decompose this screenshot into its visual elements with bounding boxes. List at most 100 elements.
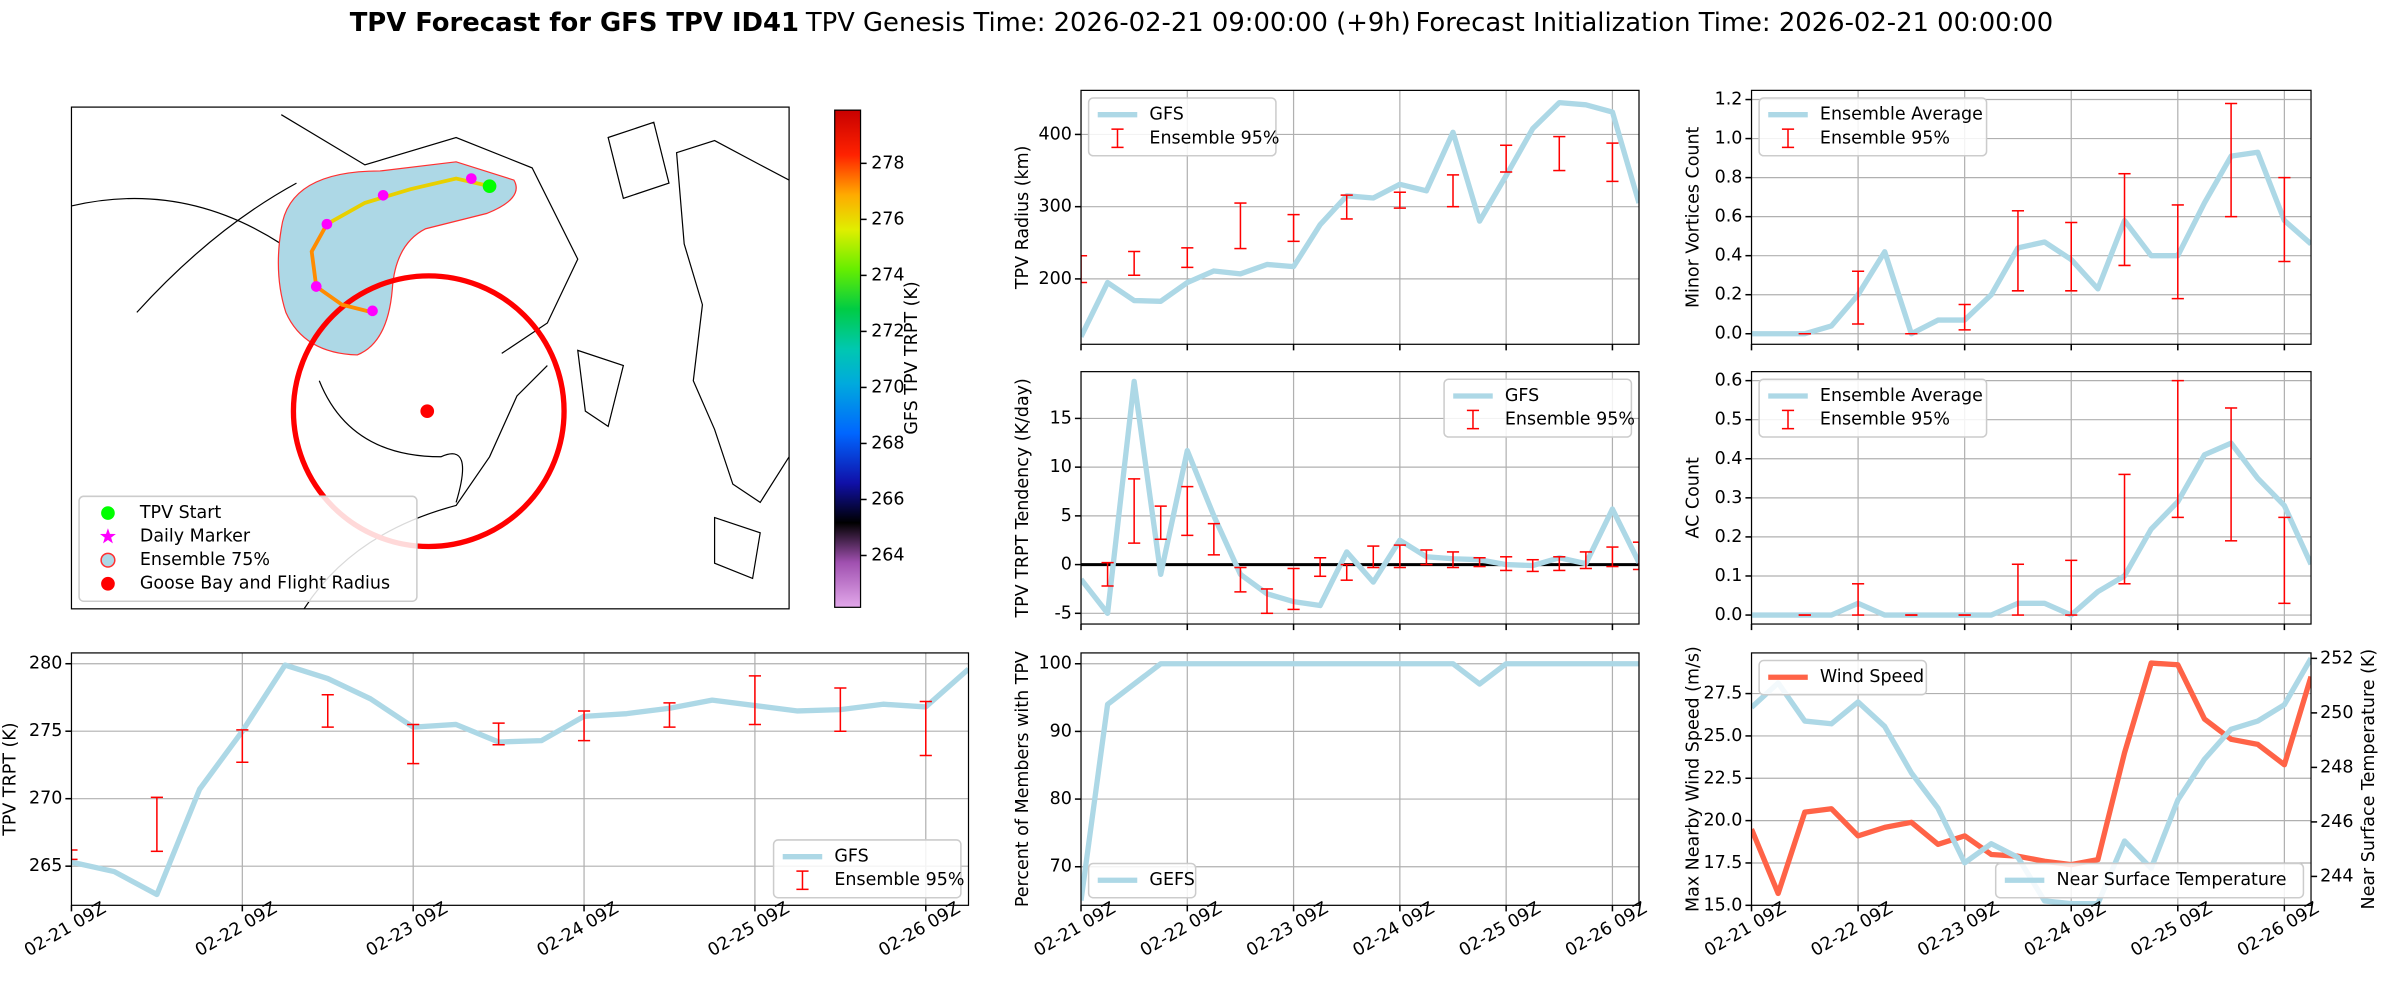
y-tick-label: 400 xyxy=(1039,124,1072,144)
axes-frame xyxy=(1750,371,2312,625)
daily-marker xyxy=(367,305,378,317)
legend-label: Ensemble 95% xyxy=(1505,410,1635,430)
y2-axis-label: Near Surface Temperature (K) xyxy=(2359,649,2379,910)
y-tick-label: 10 xyxy=(1050,457,1072,477)
series-line xyxy=(1751,440,2312,618)
colorbar-tick-label: 274 xyxy=(871,265,904,285)
axes-frame xyxy=(1080,89,1640,345)
colorbar xyxy=(834,109,862,608)
y-tick-label: 0.2 xyxy=(1715,285,1743,305)
y-tick-label: -5 xyxy=(1054,603,1071,623)
axes-frame xyxy=(70,652,970,906)
x-tick-label: 02-26 09Z xyxy=(2234,898,2322,961)
colorbar-label: GFS TPV TRPT (K) xyxy=(902,281,922,434)
series-line xyxy=(1081,661,1639,901)
legend-marker xyxy=(101,506,115,520)
y-tick-label: 27.5 xyxy=(1703,684,1742,704)
panel xyxy=(1751,371,2312,625)
y-tick-label: 200 xyxy=(1039,269,1072,289)
legend-label: TPV Start xyxy=(139,503,222,523)
y-tick-label: 5 xyxy=(1061,506,1072,526)
legend-label: Daily Marker xyxy=(140,527,251,547)
axes-frame xyxy=(1080,652,1640,906)
legend-label: Goose Bay and Flight Radius xyxy=(140,574,390,594)
colorbar-tick-label: 272 xyxy=(871,321,904,341)
legend-label: Ensemble 95% xyxy=(1820,410,1950,430)
series-line xyxy=(1751,149,2312,337)
legend-label: GEFS xyxy=(1149,870,1194,890)
colorbar-tick-label: 278 xyxy=(871,153,904,173)
axes-frame xyxy=(1750,89,2312,345)
legend-label: Wind Speed xyxy=(1820,667,1924,687)
legend-box xyxy=(1758,97,1988,157)
daily-markers xyxy=(310,173,477,317)
panel xyxy=(1751,90,2312,345)
legend-label: Ensemble 95% xyxy=(1149,128,1279,148)
x-tick-label: 02-25 09Z xyxy=(705,898,793,961)
colorbar-tick-label: 270 xyxy=(871,377,904,397)
colorbar-tick-label: 268 xyxy=(871,433,904,453)
coast xyxy=(280,114,579,354)
map-frame xyxy=(70,106,790,610)
y-tick-label: 1.0 xyxy=(1715,129,1743,149)
y2-tick-label: 252 xyxy=(2320,648,2353,668)
legend-label: GFS xyxy=(1149,105,1183,125)
y-tick-label: 90 xyxy=(1050,721,1072,741)
y-tick-label: 17.5 xyxy=(1703,853,1742,873)
y-tick-label: 22.5 xyxy=(1703,768,1742,788)
border xyxy=(136,182,297,313)
legend-label: Ensemble Average xyxy=(1820,386,1983,406)
legend-label: Near Surface Temperature xyxy=(2057,870,2287,890)
legend-box xyxy=(78,495,418,602)
panel xyxy=(1081,90,1639,345)
x-tick-label: 02-24 09Z xyxy=(1350,898,1438,961)
y-tick-label: 0.1 xyxy=(1715,566,1743,586)
title-init: Forecast Initialization Time: 2026-02-21… xyxy=(1416,8,2054,38)
flight-radius xyxy=(290,273,567,550)
y-tick-label: 15.0 xyxy=(1703,895,1742,915)
y-tick-label: 20.0 xyxy=(1703,811,1742,831)
coast xyxy=(577,121,761,580)
x-tick-label: 02-23 09Z xyxy=(1243,898,1331,961)
y2-tick-label: 246 xyxy=(2320,812,2353,832)
y-axis-label: TPV TRPT (K) xyxy=(1,722,21,836)
x-tick-label: 02-24 09Z xyxy=(534,898,622,961)
y-tick-label: 0.3 xyxy=(1715,488,1743,508)
y-tick-label: 80 xyxy=(1050,789,1072,809)
colorbar-tick-label: 276 xyxy=(871,209,904,229)
panel xyxy=(71,652,969,906)
colorbar-tick-label: 264 xyxy=(871,545,904,565)
y-tick-label: 280 xyxy=(29,654,62,674)
legend-label: Ensemble Average xyxy=(1820,105,1983,125)
x-tick-label: 02-23 09Z xyxy=(363,898,451,961)
series-line xyxy=(71,662,969,898)
title-bold: TPV Forecast for GFS TPV ID41 xyxy=(350,8,799,38)
y-axis-label: TPV Radius (km) xyxy=(1013,146,1033,291)
x-tick-label: 02-26 09Z xyxy=(876,898,964,961)
legend-label: Ensemble 95% xyxy=(1820,128,1950,148)
x-tick-label: 02-25 09Z xyxy=(2128,898,2216,961)
title-genesis: TPV Genesis Time: 2026-02-21 09:00:00 (+… xyxy=(805,8,1411,38)
y-tick-label: 0 xyxy=(1061,555,1072,575)
series-line xyxy=(1081,378,1639,616)
legend-label: Ensemble 95% xyxy=(834,870,964,890)
x-tick-label: 02-23 09Z xyxy=(1914,898,2002,961)
y-tick-label: 15 xyxy=(1050,408,1072,428)
border xyxy=(71,197,282,245)
ensemble-area xyxy=(277,161,517,356)
x-tick-label: 02-22 09Z xyxy=(1137,898,1225,961)
y2-tick-label: 244 xyxy=(2320,866,2353,886)
y-tick-label: 0.6 xyxy=(1715,207,1743,227)
legend-box xyxy=(1087,862,1197,899)
legend-box xyxy=(1758,378,1988,438)
y-axis-label: Minor Vortices Count xyxy=(1684,126,1704,308)
x-tick-label: 02-24 09Z xyxy=(2021,898,2109,961)
legend-box xyxy=(1994,862,2305,899)
legend-marker xyxy=(101,576,115,591)
x-tick-label: 02-21 09Z xyxy=(1031,898,1119,961)
daily-marker xyxy=(310,281,322,292)
x-tick-label: 02-21 09Z xyxy=(21,898,109,961)
series-line xyxy=(1081,99,1639,338)
legend-label: GFS xyxy=(1505,386,1539,406)
